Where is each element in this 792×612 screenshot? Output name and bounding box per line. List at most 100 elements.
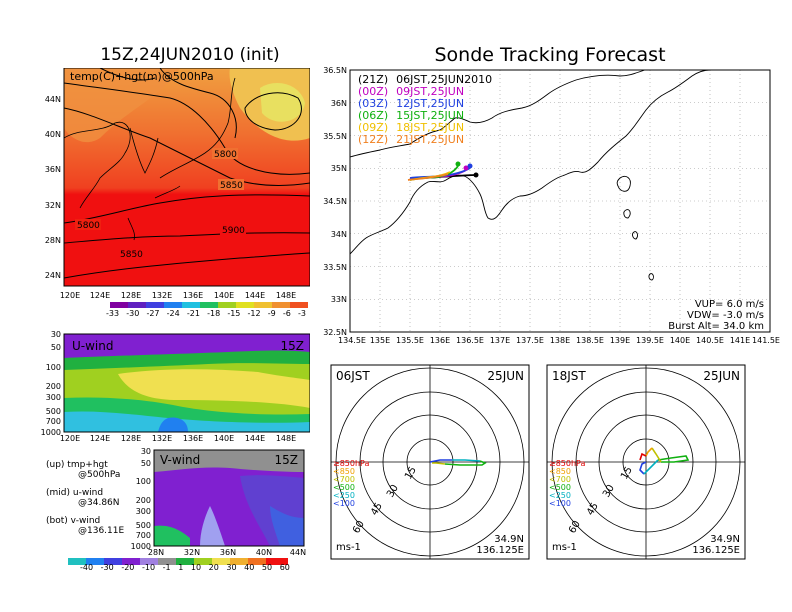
lon-tick: 144E (245, 291, 265, 300)
p-tick: 500 (46, 407, 61, 416)
contour-label-3: 5800 (77, 221, 100, 231)
wind-colorbar-label: -10 (141, 563, 156, 572)
polar-lat: 34.9N (710, 534, 740, 545)
wind-colorbar-label: -20 (121, 563, 135, 572)
vwind-lat-ticks: 28N 32N 36N 40N 44N (148, 548, 306, 557)
vwind-section: V-wind 15Z 30 50 100 200 300 500 700 100… (131, 447, 306, 557)
note-line: (bot) v-wind (46, 516, 101, 526)
lat-tick: 24N (45, 271, 61, 280)
track-map-frame (349, 69, 771, 333)
p-tick: 500 (136, 521, 151, 530)
temp-colorbar-label: -33 (106, 309, 120, 318)
p-tick: 200 (46, 382, 61, 391)
p-tick: 200 (136, 496, 151, 505)
level-label: <100 (333, 499, 355, 508)
temp-colorbar-label: -27 (146, 309, 160, 318)
legend-entry-09z: (09Z) 18JST,25JUN (358, 121, 464, 134)
map-frame (63, 68, 310, 287)
p-tick: 1000 (41, 428, 61, 437)
left-main-title: 15Z,24JUN2010 (init) (100, 45, 280, 65)
temp-colorbar-label: -24 (166, 309, 180, 318)
lon-tick: 120E (60, 434, 80, 443)
hodograph-06jst: 15 30 45 60 06JST 25JUN ≥850hPa <850 <70… (330, 364, 530, 560)
note-bot: (bot) v-wind @136.11E (40, 516, 150, 536)
coastlines (63, 77, 236, 241)
temp-colorbar-label: -30 (126, 309, 140, 318)
wind-colorbar-label: 50 (261, 563, 273, 572)
uwind-frame (63, 333, 310, 433)
lon-tick: 128E (121, 434, 141, 443)
hodograph-18jst: 15 30 45 60 18JST 25JUN ≥850hPa <850 <70… (546, 364, 746, 560)
track-end-marker (463, 165, 469, 171)
lat-tick: 36N (220, 548, 236, 557)
lat-tick: 35.5N (323, 132, 347, 141)
vwind-p-ticks: 30 50 100 200 300 500 700 1000 (131, 447, 151, 551)
lon-tick: 144E (245, 434, 265, 443)
contour-labels: 5800 5850 5800 5850 5900 (75, 148, 246, 260)
polar-unit: ms-1 (336, 542, 361, 553)
wind-colorbar-label: -1 (162, 563, 171, 572)
p-tick: 1000 (131, 542, 151, 551)
map-lat-ticks: 44N 40N 36N 32N 28N 24N (45, 95, 61, 280)
lon-tick: 137E (490, 336, 510, 345)
lat-tick: 28N (148, 548, 164, 557)
wind-colorbar-label: 60 (279, 563, 290, 572)
lon-tick: 128E (121, 291, 141, 300)
map-lon-ticks: 120E 124E 128E 132E 136E 140E 144E 148E (60, 291, 296, 300)
contour-label-5: 5900 (222, 226, 245, 236)
lon-tick: 138.5E (576, 336, 604, 345)
lat-tick: 40N (45, 130, 61, 139)
polar-date: 25JUN (703, 369, 740, 383)
p-tick: 30 (141, 447, 151, 456)
lon-tick: 139.5E (636, 336, 664, 345)
track-end-marker (455, 161, 461, 167)
lat-tick: 44N (45, 95, 61, 104)
temp-colorbar-label: -18 (207, 309, 221, 318)
legend-entry-06z: (06Z) 15JST,25JUN (358, 109, 464, 122)
hodograph-curves (639, 447, 690, 475)
note-line: @34.86N (78, 498, 120, 508)
lat-tick: 34N (331, 230, 347, 239)
level-label: <700 (333, 475, 355, 484)
level-legend: ≥850hPa <850 <700 <500 <250 <100 (333, 459, 370, 508)
p-tick: 100 (136, 477, 151, 486)
lon-tick: 141.5E (752, 336, 780, 345)
height-contours (63, 68, 310, 279)
p-tick: 700 (46, 417, 61, 426)
polar-time: 06JST (336, 369, 370, 383)
lat-tick: 36N (331, 99, 347, 108)
track-legend: (21Z) 06JST,25JUN2010 (00Z) 09JST,25JUN (0… (358, 73, 492, 146)
track-lon-ticks: 134.5E 135E 135.5E 136E 136.5E 137E 137.… (338, 336, 780, 345)
level-label: <500 (549, 483, 571, 492)
uwind-lon-ticks: 120E 124E 128E 132E 136E 140E 144E 148E (60, 434, 296, 443)
lat-tick: 33N (331, 295, 347, 304)
contour-label-1: 5800 (214, 150, 237, 160)
legend-entry-21z: (21Z) 06JST,25JUN2010 (358, 73, 492, 86)
lon-tick: 139E (610, 336, 630, 345)
polar-lat: 34.9N (494, 534, 524, 545)
japan-coastline (349, 69, 711, 281)
polar-lon: 136.125E (476, 545, 524, 556)
temp-colorbar-label: -3 (298, 309, 306, 318)
lat-tick: 34.5N (323, 197, 347, 206)
uwind-time: 15Z (281, 339, 305, 353)
wind-colorbar (68, 558, 288, 565)
lon-tick: 138E (550, 336, 570, 345)
lat-tick: 35N (331, 164, 347, 173)
uwind-section: U-wind 15Z 30 50 100 200 300 500 700 100… (41, 330, 310, 443)
lon-tick: 136E (183, 434, 203, 443)
temp-colorbar-label: -9 (267, 309, 276, 318)
temp-height-map: temp(C)+hgt(m)@500hPa 5800 5850 5800 585… (45, 68, 310, 308)
lon-tick: 134.5E (338, 336, 366, 345)
level-label: <500 (333, 483, 355, 492)
track-end-marker (473, 172, 479, 178)
temp-colorbar-labels: -33 -30 -27 -24 -21 -18 -15 -12 -9 -6 -3 (106, 309, 306, 318)
lon-tick: 132E (152, 434, 172, 443)
note-up: (up) tmp+hgt @500hPa (40, 460, 150, 480)
p-tick: 300 (46, 393, 61, 402)
param-vdw: VDW= -3.0 m/s (687, 310, 764, 321)
vwind-time: 15Z (275, 453, 299, 467)
level-label: <100 (549, 499, 571, 508)
lon-tick: 136.5E (456, 336, 484, 345)
temp-colorbar-label: -12 (247, 309, 261, 318)
